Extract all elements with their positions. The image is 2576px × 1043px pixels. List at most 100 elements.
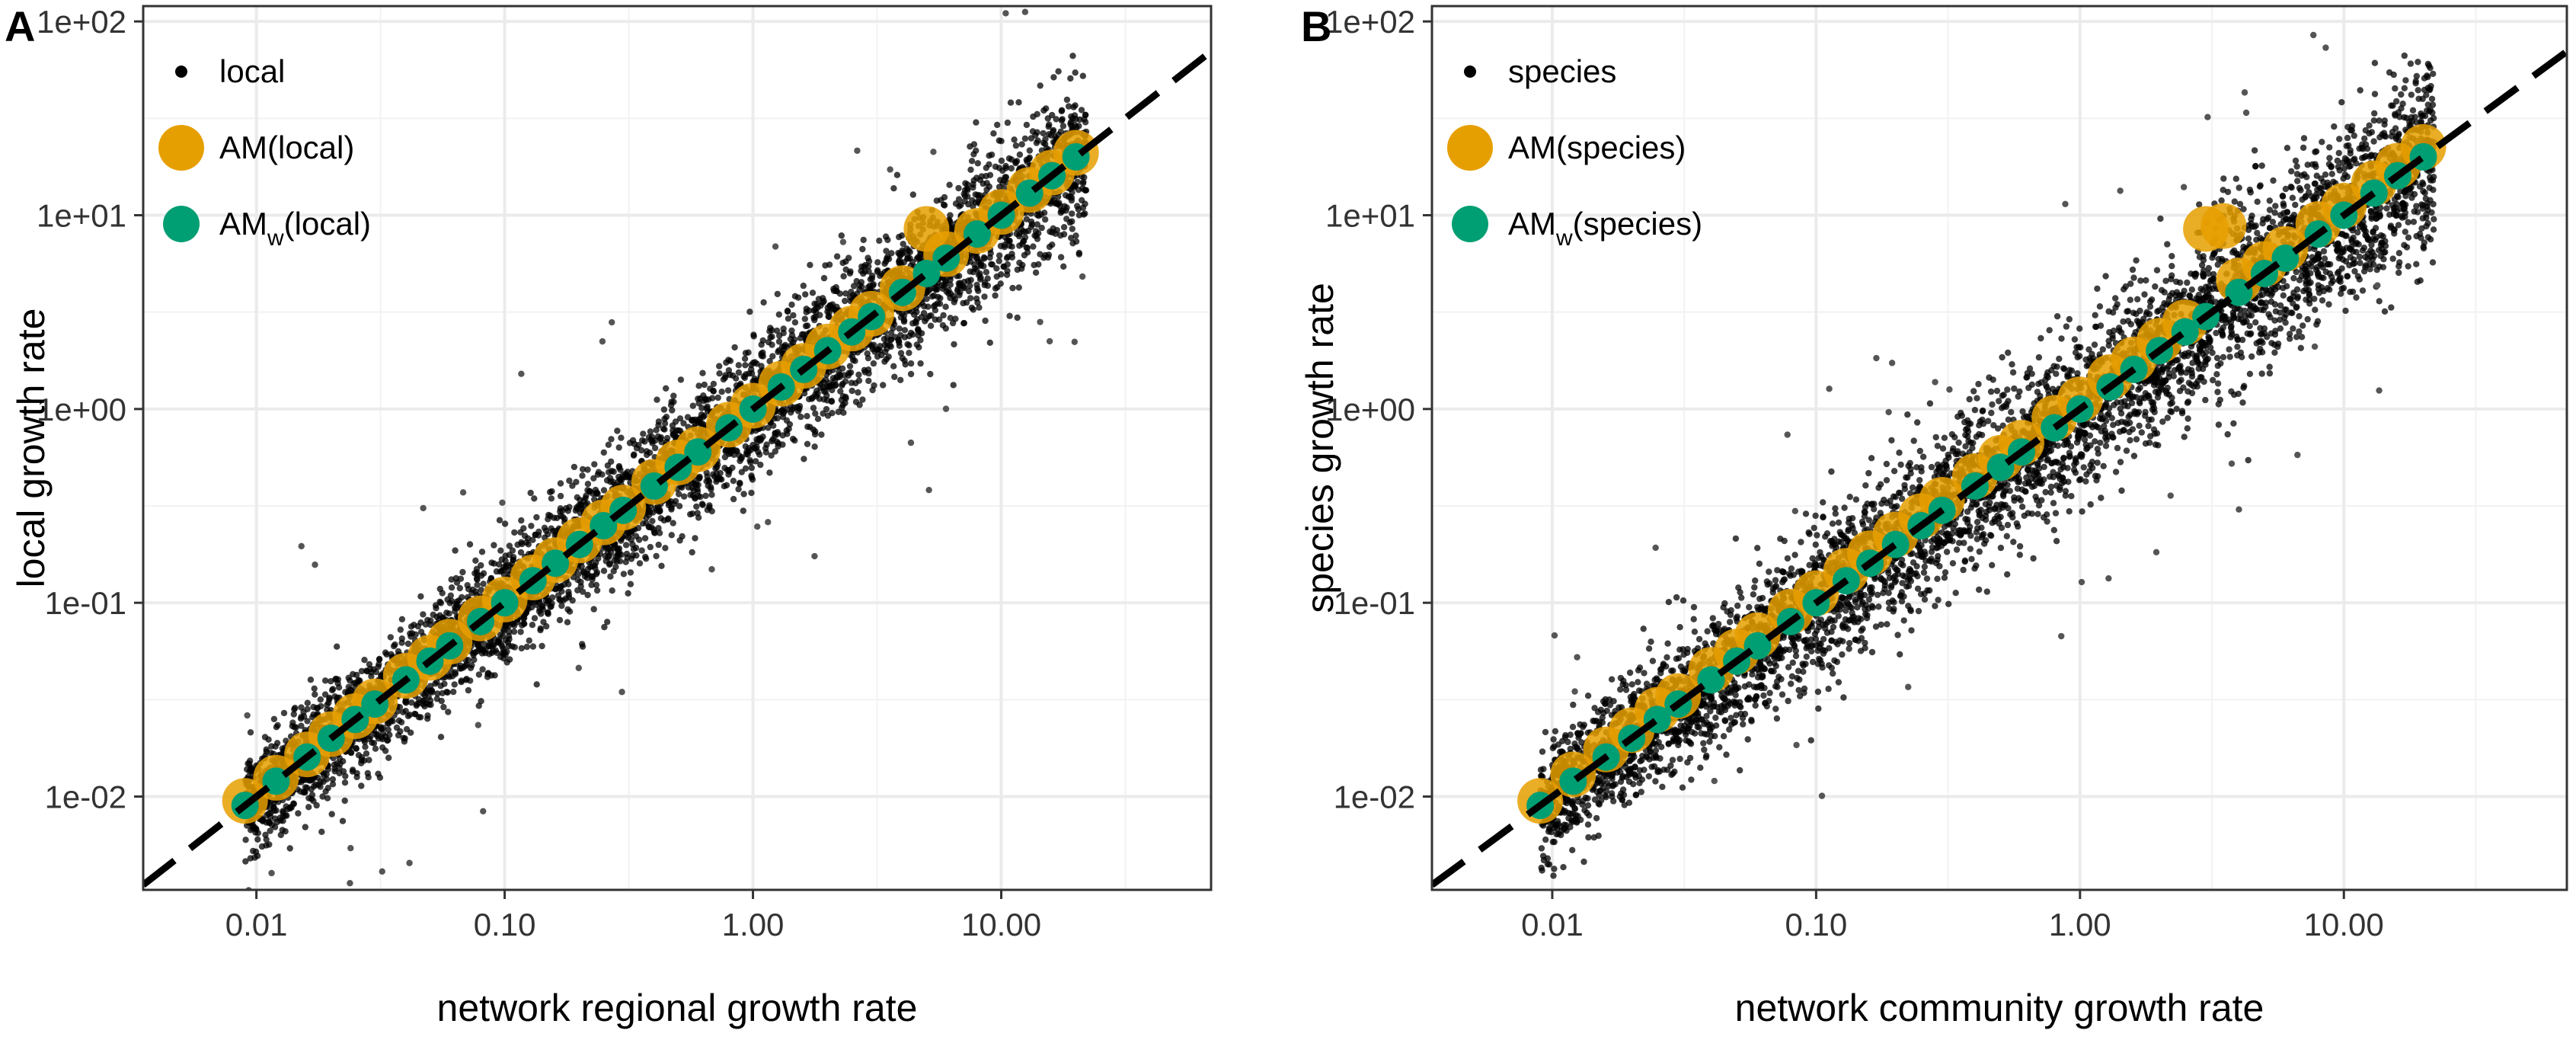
data-point	[374, 731, 381, 737]
data-point	[1031, 232, 1038, 239]
data-point	[467, 677, 474, 684]
data-point	[452, 608, 459, 615]
data-point	[855, 371, 862, 378]
data-point	[917, 360, 924, 367]
data-point	[1075, 249, 1083, 257]
data-point	[927, 322, 935, 329]
data-point	[1060, 224, 1068, 231]
data-point	[1005, 238, 1013, 245]
data-point	[961, 197, 968, 205]
data-point	[575, 571, 582, 577]
data-point	[901, 327, 909, 334]
data-point	[881, 260, 888, 267]
data-point	[680, 420, 687, 427]
data-point	[1006, 312, 1013, 319]
data-point	[395, 731, 402, 739]
data-point	[742, 362, 749, 369]
data-point	[753, 458, 759, 465]
data-point	[452, 574, 459, 582]
data-point	[940, 201, 948, 208]
data-point	[458, 677, 465, 684]
data-point	[727, 357, 734, 364]
data-point	[755, 448, 762, 456]
data-point	[973, 295, 980, 302]
data-point	[526, 637, 532, 644]
data-point	[749, 370, 756, 377]
data-point	[1057, 232, 1064, 239]
data-point	[745, 349, 752, 356]
data-point	[244, 822, 251, 829]
data-point	[267, 805, 274, 812]
data-point	[427, 621, 434, 629]
data-point	[441, 680, 448, 687]
data-point	[531, 615, 539, 622]
data-point	[1008, 165, 1015, 172]
data-point	[839, 380, 846, 387]
data-point	[407, 633, 414, 640]
data-point	[1079, 72, 1087, 79]
data-point	[718, 389, 725, 395]
data-point	[749, 476, 756, 483]
data-point	[681, 493, 688, 500]
data-point	[773, 327, 781, 334]
data-point	[655, 525, 662, 532]
data-point	[273, 724, 280, 731]
data-point	[1012, 142, 1020, 149]
data-point	[883, 248, 890, 254]
data-point	[951, 341, 957, 348]
panel-a: 0.01 0.10 1.00 10.001e-021e-011e+001e+011e+…	[5, 2, 1213, 1029]
data-point	[812, 410, 819, 417]
data-point	[986, 183, 993, 190]
data-point	[1079, 204, 1087, 211]
data-point	[1004, 267, 1011, 274]
data-point	[838, 232, 845, 239]
data-point	[932, 286, 940, 293]
data-point	[797, 334, 804, 341]
data-point	[292, 705, 299, 712]
data-point	[735, 369, 743, 376]
data-point	[758, 350, 765, 357]
data-point	[615, 550, 622, 557]
data-point	[622, 532, 630, 539]
data-point	[906, 342, 912, 349]
data-point	[670, 392, 677, 399]
data-point	[499, 632, 507, 639]
data-point	[324, 702, 331, 709]
data-point	[788, 331, 796, 339]
data-point	[298, 704, 305, 711]
data-point	[510, 554, 517, 561]
data-point	[791, 319, 799, 326]
data-point	[923, 296, 930, 302]
data-point	[1040, 254, 1047, 261]
data-point	[564, 619, 571, 625]
data-point	[663, 414, 670, 421]
data-point	[654, 396, 660, 403]
data-point	[986, 339, 994, 346]
data-point	[833, 287, 840, 295]
data-point	[839, 404, 845, 411]
data-point	[574, 494, 580, 501]
data-point	[907, 370, 915, 378]
data-point	[533, 681, 540, 688]
data-point	[465, 586, 472, 593]
data-point	[395, 717, 403, 724]
data-point	[662, 545, 669, 552]
data-point	[518, 517, 525, 524]
data-point	[283, 803, 289, 810]
data-point	[432, 602, 439, 609]
data-point	[970, 141, 978, 148]
data-point	[1057, 254, 1065, 261]
data-point	[300, 789, 307, 796]
data-point	[605, 441, 612, 448]
data-point	[860, 270, 867, 277]
data-point	[604, 619, 611, 625]
data-point	[557, 505, 564, 512]
data-point	[261, 734, 269, 741]
data-point	[364, 769, 371, 777]
data-point	[913, 315, 921, 323]
data-point	[393, 724, 401, 731]
data-point	[1068, 235, 1075, 242]
data-point	[896, 258, 903, 265]
data-point	[610, 545, 617, 552]
data-point	[702, 492, 709, 499]
